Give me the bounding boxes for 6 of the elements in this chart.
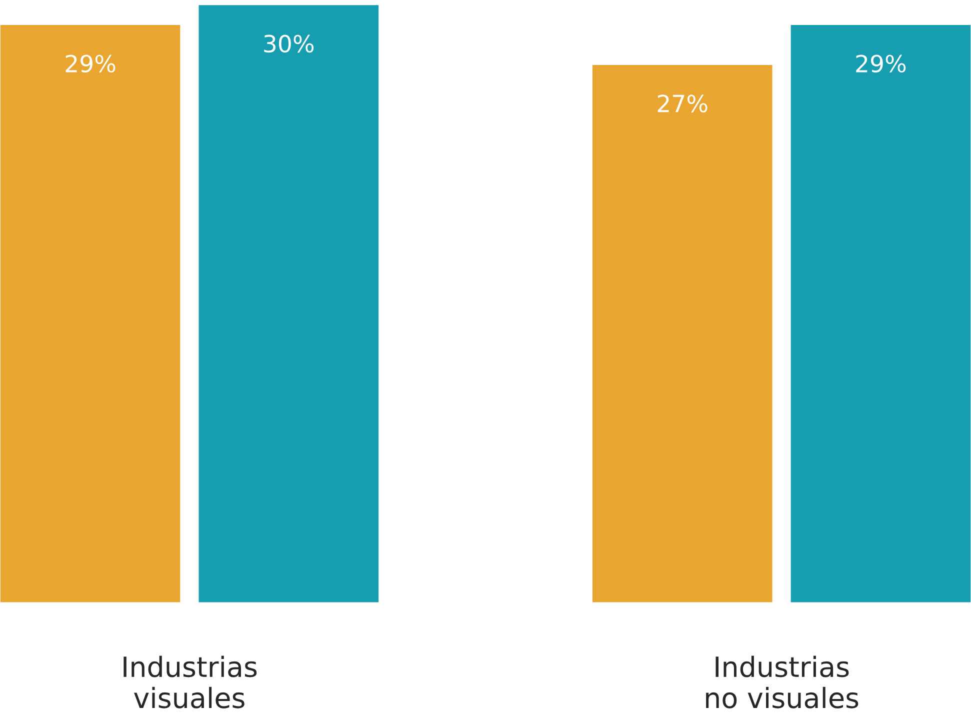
data-label: 29% bbox=[856, 54, 906, 73]
data-label: 29% bbox=[66, 54, 116, 73]
data-label: 27% bbox=[658, 94, 708, 112]
data-label: 30% bbox=[264, 34, 314, 53]
x-tick-label: Industrias visuales bbox=[124, 656, 257, 708]
x-tick-label: Industrias no visuales bbox=[706, 656, 858, 708]
